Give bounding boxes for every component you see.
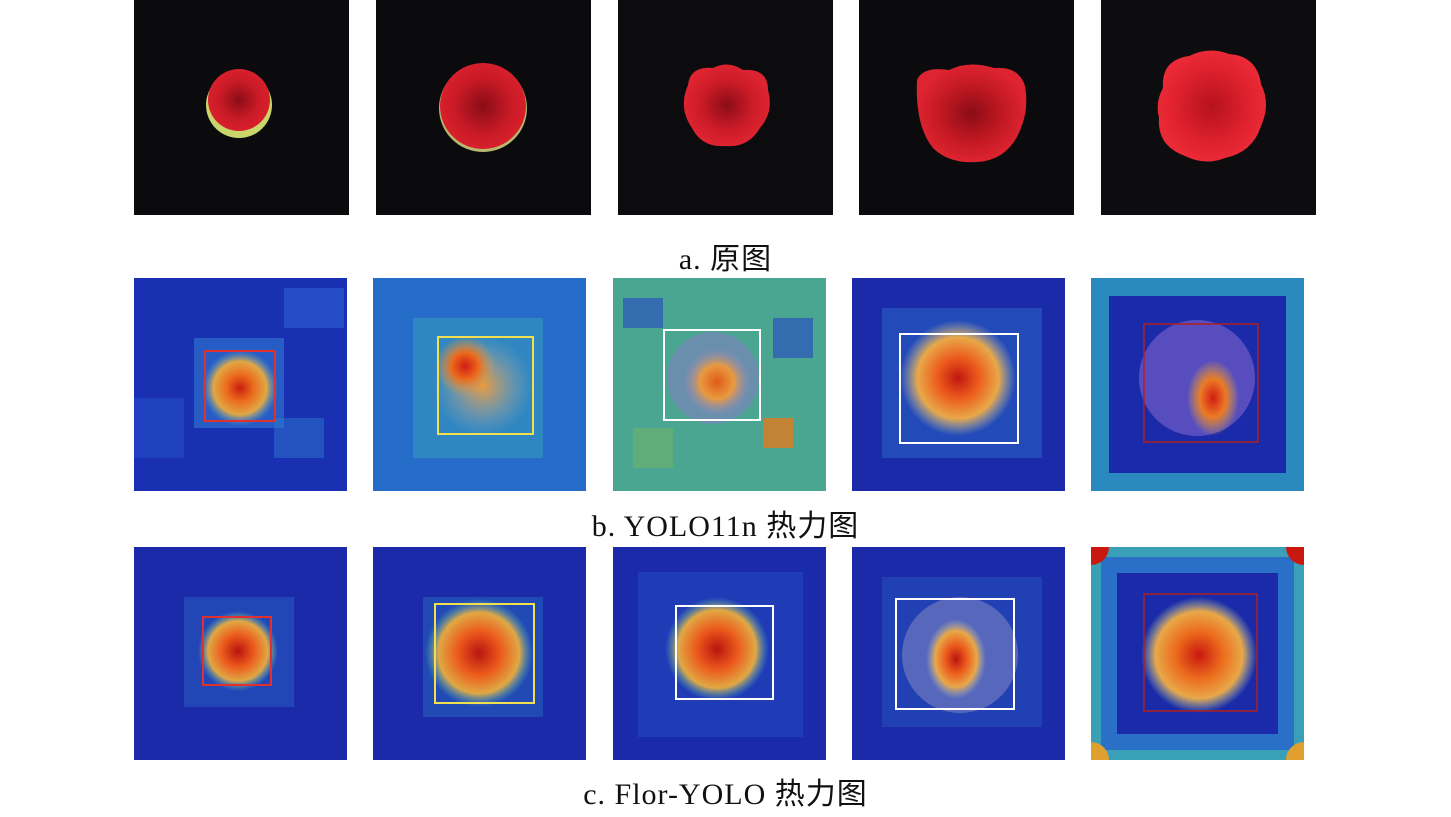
- yolo11n-heatmap-2: [373, 278, 586, 491]
- original-photo-3: [618, 0, 833, 215]
- yolo11n-heatmap-5: [1091, 278, 1304, 491]
- yolo11n-heatmap-4: [852, 278, 1065, 491]
- flor-yolo-heatmap-5: [1091, 547, 1304, 760]
- flor-yolo-heatmap-1: [134, 547, 347, 760]
- caption-b: b. YOLO11n 热力图: [591, 510, 860, 543]
- caption-c: c. Flor-YOLO 热力图: [583, 778, 868, 811]
- original-photo-1: [134, 0, 349, 215]
- yolo11n-heatmap-1: [134, 278, 347, 491]
- caption-a: a. 原图: [678, 243, 773, 276]
- flor-yolo-heatmap-3: [613, 547, 826, 760]
- flor-yolo-heatmap-4: [852, 547, 1065, 760]
- flor-yolo-heatmap-2: [373, 547, 586, 760]
- original-photo-2: [376, 0, 591, 215]
- original-photo-4: [859, 0, 1074, 215]
- yolo11n-heatmap-3: [613, 278, 826, 491]
- original-photo-5: [1101, 0, 1316, 215]
